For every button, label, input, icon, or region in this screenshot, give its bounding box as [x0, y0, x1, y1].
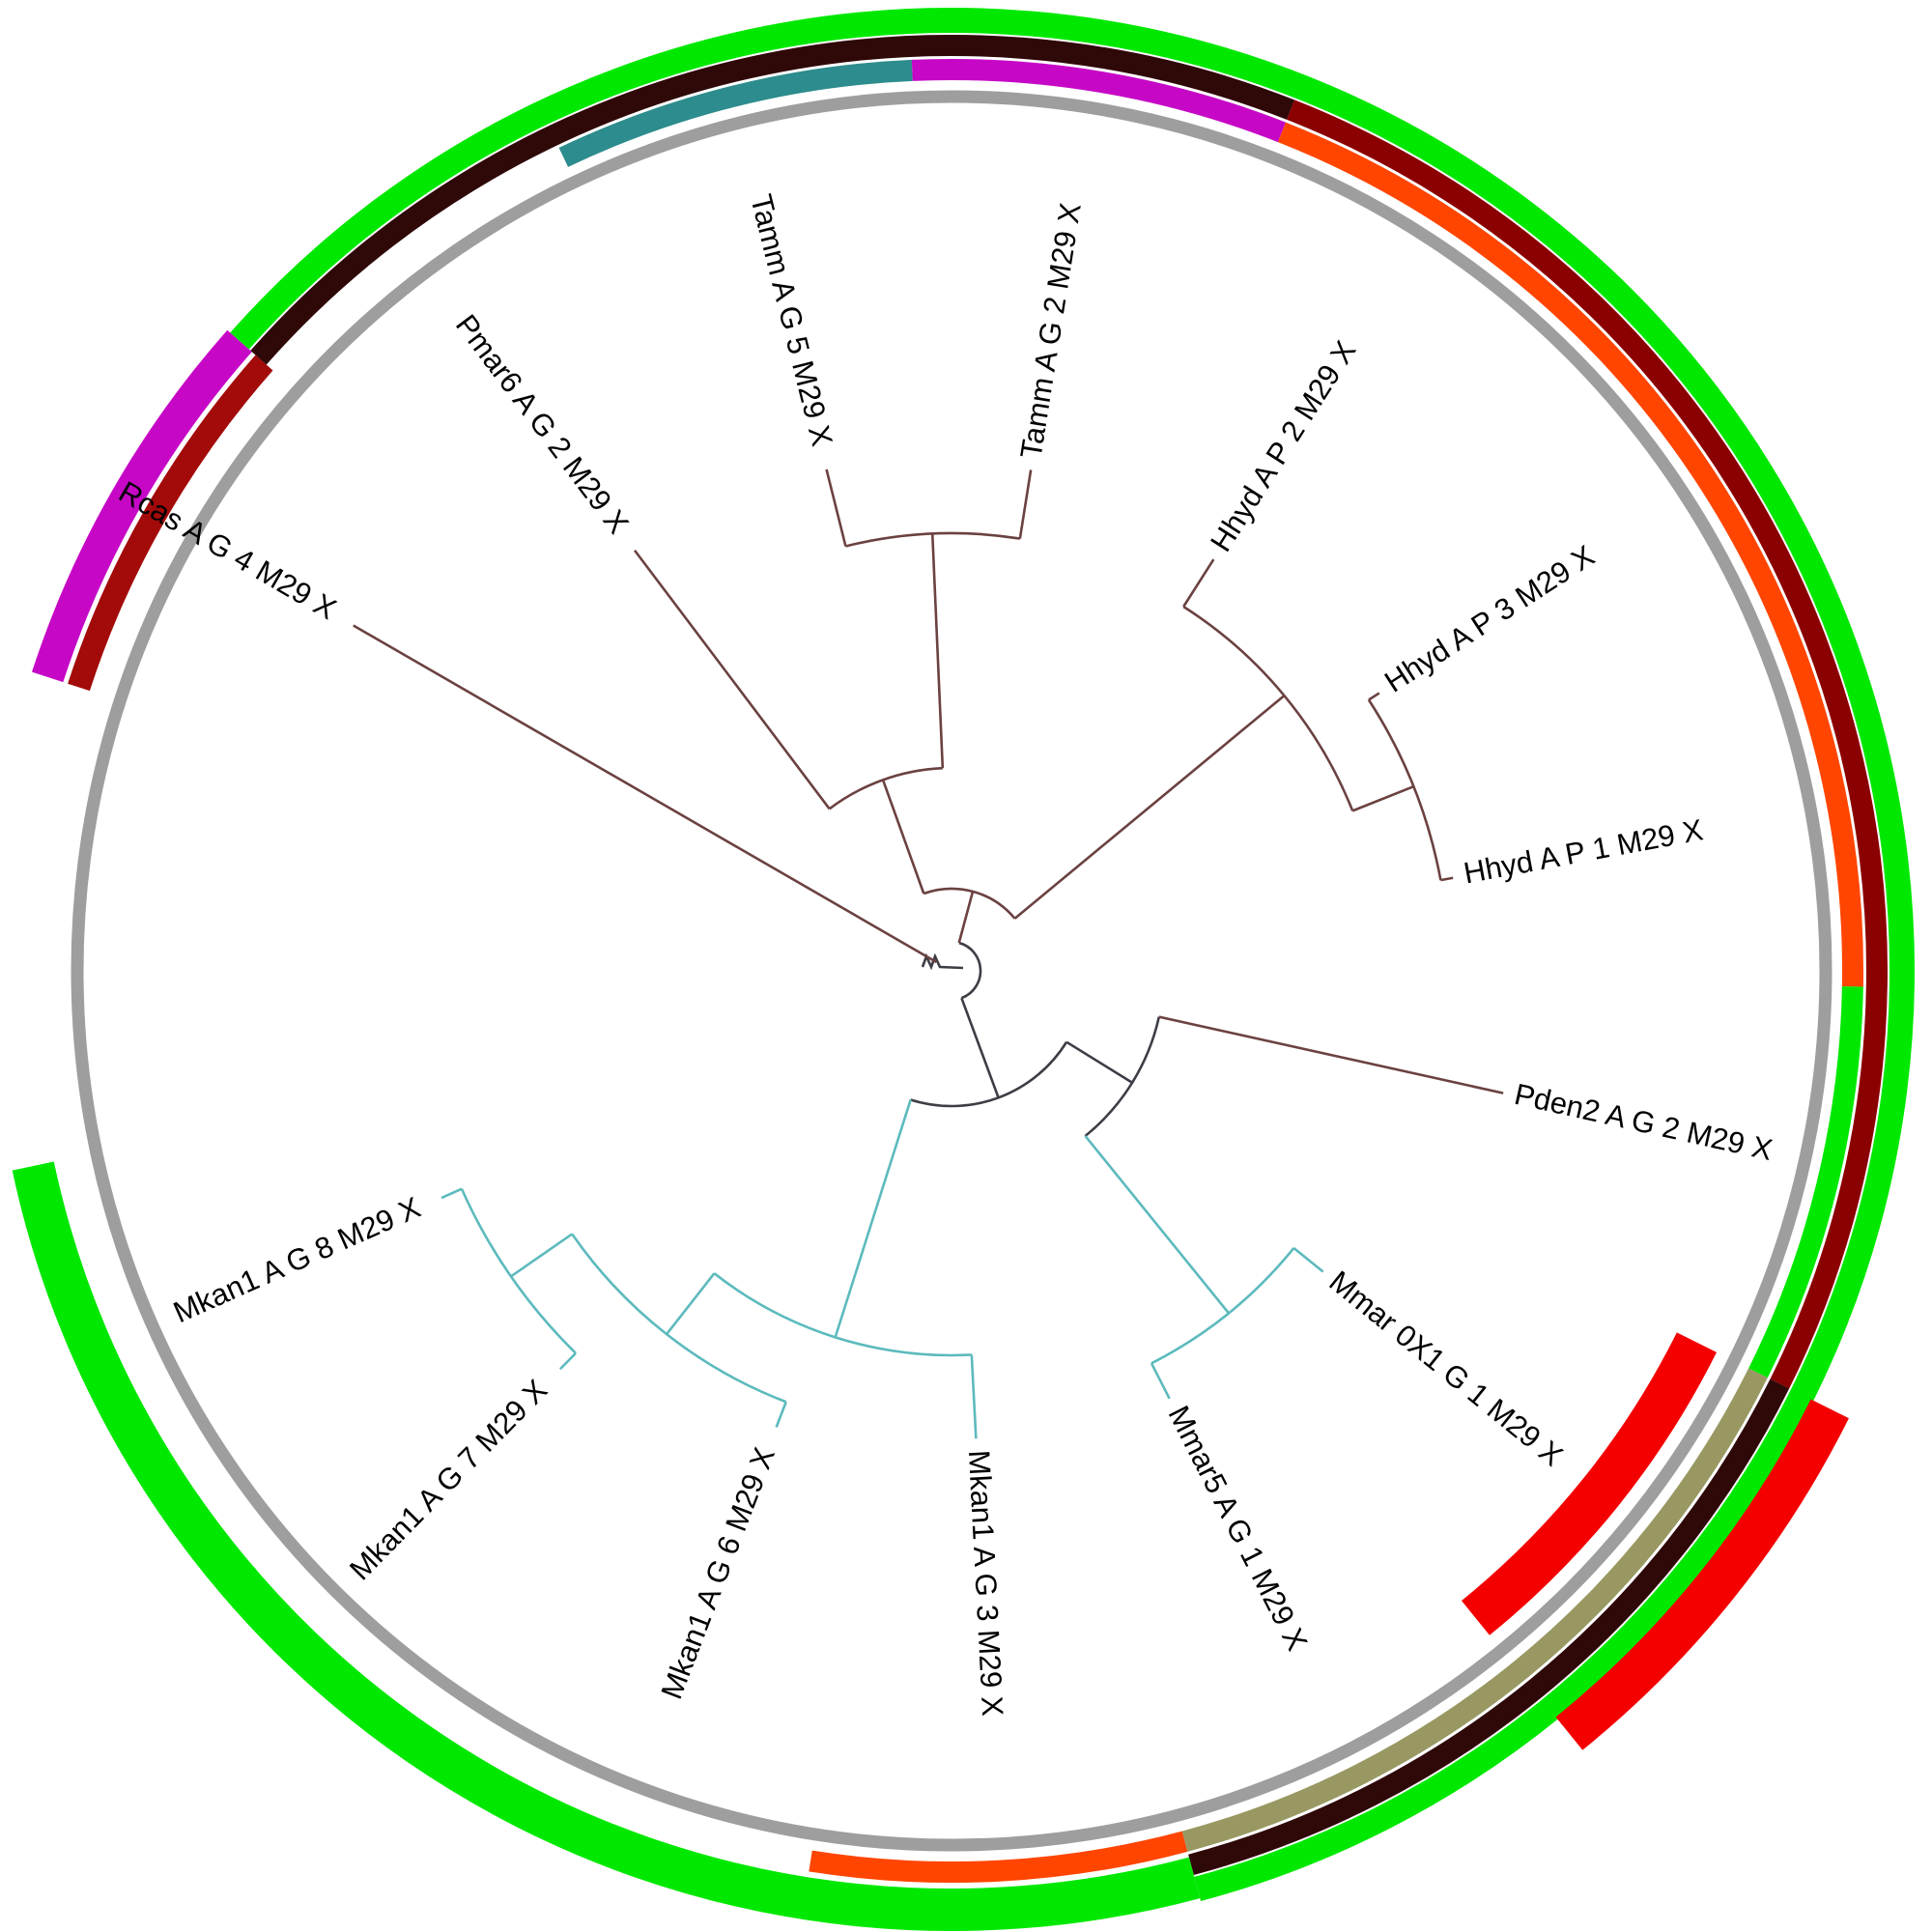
tree-stem-mmar	[1084, 1135, 1230, 1315]
gray-boundary-circle	[71, 90, 1833, 1852]
leaf-label: Hhyd A P 2 M29 X	[1204, 334, 1363, 557]
ring-segment-red-block-outer	[1555, 1399, 1849, 1750]
tree-stem-lower	[960, 997, 1000, 1098]
leaf-branch-8	[1150, 1362, 1171, 1400]
tree-stem-mkan-78	[510, 1233, 573, 1278]
ring-segment-ring1-green-main	[230, 8, 1915, 1902]
ring-segment-ring1-magenta-left	[31, 329, 252, 683]
leaf-labels-layer: Tamm A G 5 M29 X Tamm A G 2 M29 X Hhyd A P…	[113, 191, 1776, 1718]
leaf-label: Mmar5 A G 1 M29 X	[1162, 1401, 1315, 1657]
leaf-branch-1	[825, 469, 847, 547]
leaf-label: Mkan1 A G 3 M29 X	[962, 1449, 1009, 1717]
leaf-branch-12	[440, 1187, 463, 1200]
leaf-label: Pmar6 A G 2 M29 X	[449, 308, 636, 540]
annotation-rings-layer	[12, 8, 1915, 1931]
leaf-branch-13	[353, 624, 938, 964]
ring-segment-ring3-magenta	[911, 59, 1286, 143]
ring-segment-ring3-orange-bottom	[809, 1831, 1188, 1883]
tree-node-hhyd	[1182, 605, 1354, 811]
leaf-label: Hhyd A P 1 M29 X	[1461, 812, 1706, 890]
leaf-branch-2	[1018, 469, 1033, 539]
ring-segment-red-block-inner	[1461, 1332, 1718, 1635]
ring-segment-ring2-darkmaroon-br	[1188, 1378, 1790, 1875]
tree-stem-upper	[957, 891, 975, 944]
leaf-branch-3	[1182, 558, 1215, 608]
tree-node-mkan-678	[571, 1233, 787, 1404]
tree-root-arc	[958, 941, 982, 1000]
tree-stem-mkan	[834, 1099, 912, 1338]
leaf-branch-10	[775, 1401, 787, 1428]
leaf-label: Mkan1 A G 8 M29 X	[168, 1190, 425, 1329]
leaf-label: Mmar 0X1 G 1 M29 X	[1322, 1264, 1569, 1473]
ring-segment-ring3-orange-right	[1277, 122, 1863, 987]
leaf-label: Tamm A G 2 M29 X	[1013, 200, 1087, 461]
leaf-branch-9	[970, 1354, 978, 1439]
ring-segment-ring3-green	[1748, 986, 1863, 1378]
ring-segment-ring1-green-thick	[12, 1161, 1201, 1931]
leaf-label: Tamm A G 5 M29 X	[744, 191, 839, 450]
tree-stem-mkan-678	[666, 1272, 716, 1335]
leaf-branch-4	[1368, 692, 1380, 701]
tree-stem-pmar-tamm	[881, 779, 925, 895]
leaf-label: Mkan1 A G 6 M29 X	[654, 1442, 781, 1703]
tree-stem-pden-mmar	[1065, 1040, 1133, 1084]
tree-stem-hhyd-13	[1351, 784, 1414, 812]
leaf-branch-6	[1158, 1015, 1504, 1094]
leaf-branch-7	[1293, 1246, 1324, 1273]
leaf-branch-14	[633, 549, 831, 810]
ring-segment-ring2-crimson-left	[68, 355, 273, 692]
ring-segment-ring2-darkred-right	[1287, 99, 1888, 1389]
ring-segment-ring3-teal	[558, 59, 913, 167]
tree-stem-tamm	[930, 533, 945, 769]
tree-branches-layer	[353, 469, 1504, 1439]
leaf-label: Mkan1 A G 7 M29 X	[343, 1373, 554, 1586]
ring-segment-ring3-olive	[1181, 1368, 1768, 1852]
ring-segment-ring2-darkmaroon-top	[250, 35, 1295, 365]
leaf-branch-11	[558, 1351, 577, 1371]
tree-stem-hhyd	[1013, 695, 1286, 920]
leaf-label: Pden2 A G 2 M29 X	[1512, 1077, 1776, 1167]
leaf-label: Hhyd A P 3 M29 X	[1378, 538, 1601, 698]
leaf-branch-5	[1440, 876, 1454, 882]
